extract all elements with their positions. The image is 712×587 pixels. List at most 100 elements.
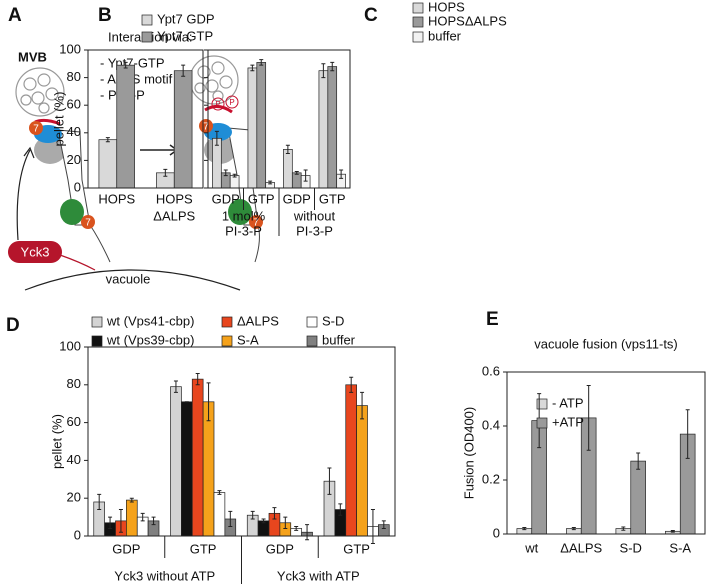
bar [126, 499, 138, 537]
panel-letter: E [486, 309, 499, 330]
legend-swatch [412, 2, 424, 14]
error-bar [108, 516, 113, 529]
x-tick-label: GTP [343, 541, 370, 556]
bar [327, 66, 338, 189]
error-bar [123, 61, 128, 69]
error-bar [571, 527, 576, 531]
panel-letter: B [98, 5, 112, 26]
error-bar [250, 510, 255, 520]
plot-frame [506, 371, 706, 535]
legend-label: Ypt7 GDP [157, 11, 215, 26]
error-bar [163, 168, 168, 177]
legend-swatch [91, 316, 103, 328]
y-tick-label: 80 [67, 69, 81, 84]
error-bar [330, 61, 335, 72]
x-tick-label: wt [524, 540, 538, 555]
error-bar [228, 510, 233, 528]
legend-label: wt (Vps41-cbp) [106, 313, 194, 328]
error-bar [285, 144, 290, 154]
error-bar [97, 493, 102, 511]
mvb-label: MVB [18, 49, 47, 64]
kinase-label: Yck3 [21, 244, 50, 259]
legend-label: buffer [322, 332, 356, 347]
y-tick-label: 60 [67, 414, 81, 429]
error-bar [206, 382, 211, 422]
bar [356, 405, 368, 537]
error-bar [195, 372, 200, 386]
error-bar [327, 467, 332, 495]
bar [291, 172, 302, 189]
plot-frame [87, 346, 396, 537]
error-bar [272, 507, 277, 520]
error-bar [181, 64, 186, 77]
x-tick-label: HOPS [98, 191, 135, 206]
bar [191, 378, 204, 537]
legend-swatch [141, 31, 153, 43]
legend-label: HOPS [428, 0, 465, 14]
legend-swatch [306, 316, 318, 328]
rab-label: 7 [85, 218, 91, 229]
error-bar [214, 130, 219, 146]
phospho-label: P [229, 98, 234, 107]
bar [283, 149, 293, 189]
y-tick-label: 0 [74, 527, 81, 542]
error-bar [261, 518, 266, 524]
x-tick-label: S-A [669, 540, 691, 555]
error-bar [223, 169, 228, 177]
bar [213, 492, 226, 537]
legend-swatch [412, 16, 424, 28]
error-bar [636, 452, 641, 470]
bar [170, 386, 182, 537]
plot-frame [207, 49, 351, 189]
kinase [8, 241, 62, 263]
panel-letter: C [364, 5, 378, 26]
legend-label: wt (Vps39-cbp) [106, 332, 194, 347]
error-bar [303, 169, 308, 182]
chart-title: vacuole fusion (vps11-ts) [534, 336, 678, 351]
legend-label: - ATP [552, 395, 584, 410]
rab-label: 7 [203, 122, 209, 133]
y-tick-label: 40 [67, 452, 81, 467]
error-bar [294, 170, 299, 175]
legend-swatch [536, 398, 548, 410]
legend-label: buffer [428, 28, 462, 43]
bar [98, 139, 118, 189]
bar [116, 64, 135, 189]
error-bar [232, 173, 237, 178]
item: - Ypt7-GTP [100, 55, 165, 70]
membrane-label: vacuole [106, 271, 151, 286]
bar [173, 70, 193, 189]
y-axis-label: pellet (%) [49, 414, 64, 469]
arrow [140, 144, 179, 156]
y-axis-label: pellet (%) [51, 92, 66, 147]
y-tick-label: 20 [67, 490, 81, 505]
mvb [15, 55, 239, 117]
error-bar [349, 376, 354, 393]
legend-label: S-A [237, 332, 259, 347]
membrane [24, 269, 241, 291]
x-tick-label: HOPS [156, 191, 193, 206]
group-label: PI-3-P [296, 223, 333, 238]
panel-letter: D [6, 315, 20, 336]
y-tick-label: 80 [67, 376, 81, 391]
x-tick-label: GDP [112, 541, 140, 556]
x-tick-label: S-D [620, 540, 642, 555]
legend-swatch [221, 316, 233, 328]
error-bar [250, 64, 255, 72]
rab-label: 7 [253, 218, 259, 229]
legend-label: +ATP [552, 414, 584, 429]
x-tick-label: GDP [212, 191, 240, 206]
rab-label: 7 [33, 124, 39, 135]
error-bar [151, 516, 156, 526]
y-tick-label: 100 [59, 338, 81, 353]
error-bar [370, 509, 375, 545]
y-tick-label: 0.2 [482, 471, 500, 486]
phospho-label: P [215, 100, 220, 109]
legend-swatch [536, 417, 548, 429]
error-bar [305, 524, 310, 541]
bar [212, 137, 222, 189]
rab-labels: 7 7 7 7 P P [33, 98, 259, 229]
error-bar [522, 527, 527, 531]
legend-swatch [221, 335, 233, 347]
